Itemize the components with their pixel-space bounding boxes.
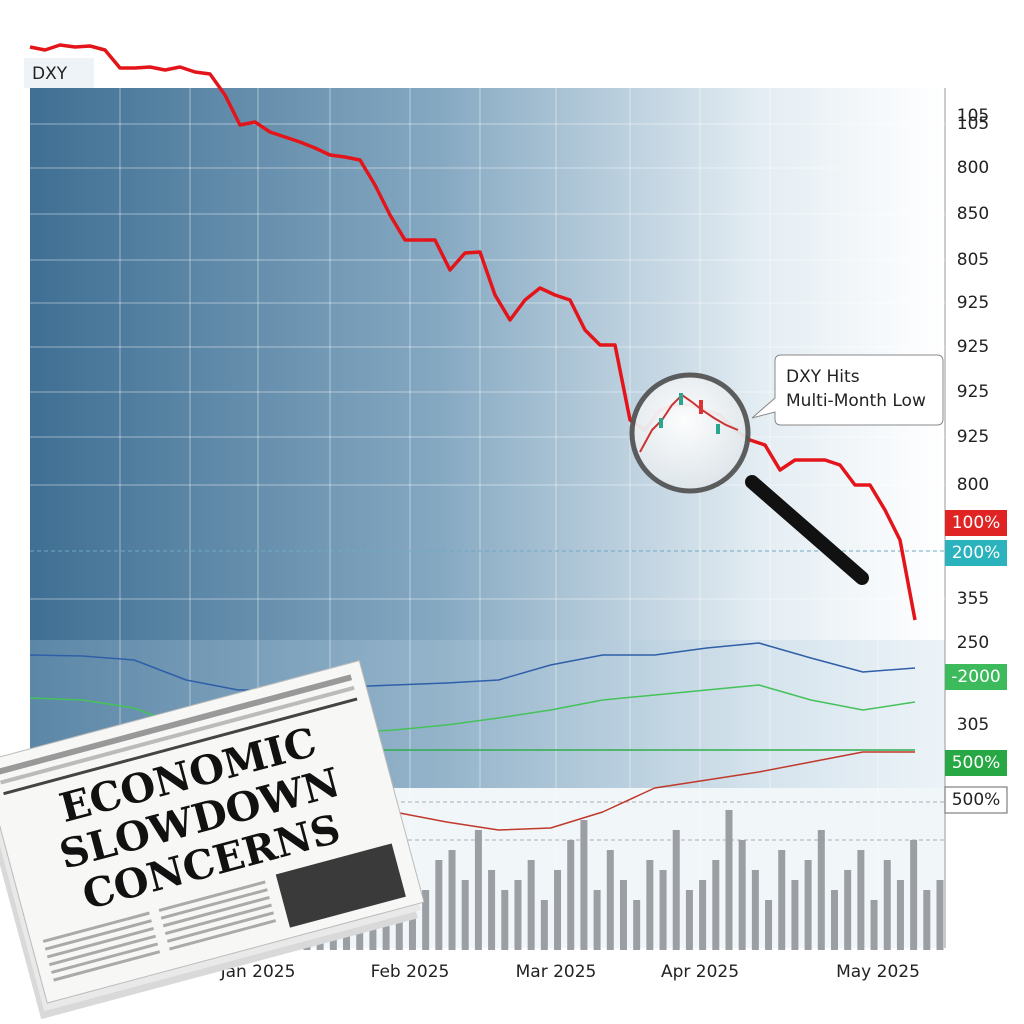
y-tick-label: 805: [957, 250, 989, 270]
newspaper: ECONOMIC SLOWDOWN CONCERNS: [0, 659, 425, 1020]
volume-bar: [619, 880, 627, 950]
volume-bar: [567, 840, 575, 950]
volume-bar: [435, 860, 443, 950]
value-badge: [945, 540, 1007, 566]
paper-rule: [0, 685, 355, 785]
volume-bar: [699, 880, 707, 950]
background: DXY: [24, 58, 946, 948]
value-badge: [945, 510, 1007, 536]
magnifier: [629, 372, 869, 585]
volume-bar: [910, 840, 918, 950]
y-tick-label: 925: [957, 293, 989, 313]
volume-bar: [936, 880, 944, 950]
y-tick-label: 925: [957, 427, 989, 447]
y-tick-label: 305: [957, 715, 989, 735]
paper-text: [42, 880, 277, 982]
magnified-candle: [716, 424, 720, 434]
paper-rule: [3, 697, 358, 796]
badge-label: 500%: [952, 790, 1001, 810]
volume-bar: [685, 890, 693, 950]
volume-bar: [514, 880, 522, 950]
y-tick-label: 800: [957, 158, 989, 178]
volume-bar: [488, 870, 496, 950]
volume-bar: [554, 870, 562, 950]
volume-bar: [540, 900, 548, 950]
volume-bar: [580, 820, 588, 950]
volume-bar: [422, 890, 430, 950]
callout: DXY Hits Multi-Month Low: [751, 354, 944, 426]
volume-bar: [738, 840, 746, 950]
volume-bar: [923, 890, 931, 950]
volume-bar: [646, 860, 654, 950]
volume-bar: [844, 870, 852, 950]
y-tick-label: 850: [957, 204, 989, 224]
x-tick-label: Jan 2025: [220, 962, 296, 982]
x-tick-label: Feb 2025: [371, 962, 450, 982]
magnified-candles: [639, 393, 739, 453]
volume-bar: [448, 850, 456, 950]
y-tick-label: 800: [957, 475, 989, 495]
y-tick-label: 105: [957, 114, 989, 134]
volume-bar: [896, 880, 904, 950]
value-badge: [945, 664, 1007, 690]
volume-bar: [765, 900, 773, 950]
value-badge: [944, 786, 1008, 814]
badge-label: -2000: [951, 667, 1000, 687]
volume-bar: [804, 860, 812, 950]
volume-bar: [633, 900, 641, 950]
paper-photo: [275, 843, 406, 928]
volume-bar: [817, 830, 825, 950]
y-tick-label: 925: [957, 337, 989, 357]
y-tick-label: 105: [957, 106, 989, 126]
series-line: [29, 642, 916, 691]
volume-bar: [830, 890, 838, 950]
x-tick-label: May 2025: [836, 962, 920, 982]
volume-bar: [791, 880, 799, 950]
volume-bar: [725, 810, 733, 950]
y-tick-label: 250: [957, 633, 989, 653]
volume-bar: [606, 850, 614, 950]
series-line: [29, 43, 917, 621]
volume-bar: [527, 860, 535, 950]
x-tick-label: Mar 2025: [516, 962, 597, 982]
magnified-candle: [679, 393, 683, 405]
magnified-candle: [659, 418, 663, 428]
volume-bar: [461, 880, 469, 950]
volume-bar: [712, 860, 720, 950]
badge-label: 100%: [952, 513, 1001, 533]
volume-bar: [672, 830, 680, 950]
y-tick-label: 925: [957, 382, 989, 402]
volume-bar: [501, 890, 509, 950]
x-tick-label: Apr 2025: [661, 962, 739, 982]
value-badge: [945, 750, 1007, 776]
callout-box: [751, 354, 944, 426]
magnifier-handle: [745, 475, 869, 585]
volume-bar: [778, 850, 786, 950]
callout-text: Multi-Month Low: [786, 391, 926, 411]
title-box: [24, 58, 94, 88]
volume-bar: [751, 870, 759, 950]
volume-bar: [883, 860, 891, 950]
paper-rule: [0, 674, 353, 775]
magnified-candle: [699, 400, 703, 414]
volume-bar: [593, 890, 601, 950]
magnifier-lens: [629, 372, 751, 494]
callout-text: DXY Hits: [786, 367, 860, 387]
series-line: [394, 751, 915, 831]
volume-bar: [857, 850, 865, 950]
chart-title: DXY: [32, 64, 68, 84]
volume-bar: [659, 870, 667, 950]
badge-label: 200%: [952, 543, 1001, 563]
y-tick-label: 355: [957, 589, 989, 609]
volume-bar: [870, 900, 878, 950]
badge-label: 500%: [952, 753, 1001, 773]
volume-bar: [474, 830, 482, 950]
